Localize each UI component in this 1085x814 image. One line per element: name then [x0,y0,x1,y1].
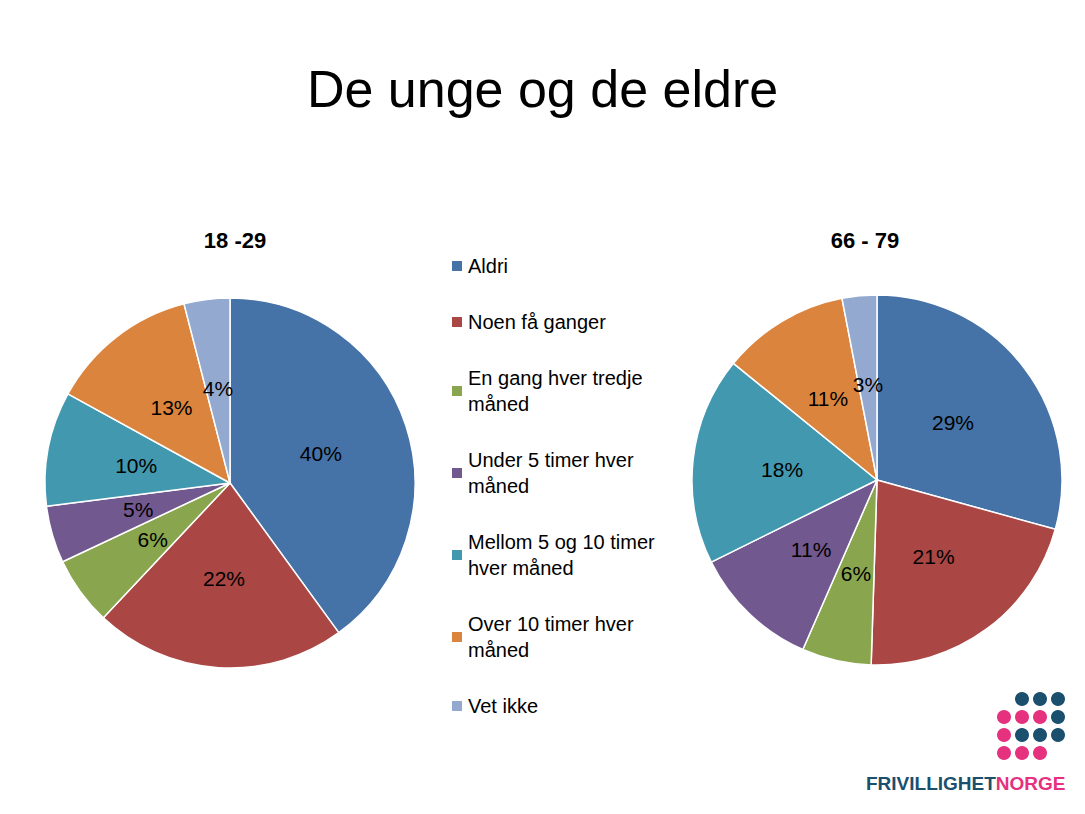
svg-text:3%: 3% [853,373,883,396]
svg-text:NORGE: NORGE [996,773,1066,794]
svg-text:Under 5 timer hver: Under 5 timer hver [468,449,639,471]
svg-text:måned: måned [468,639,529,661]
svg-text:måned: måned [468,393,529,415]
svg-text:18 -29: 18 -29 [204,228,266,253]
svg-text:måned: måned [468,475,529,497]
svg-text:4%: 4% [203,377,233,400]
svg-text:De unge og de eldre: De unge og de eldre [307,60,778,118]
svg-text:21%: 21% [913,545,955,568]
svg-text:29%: 29% [932,411,974,434]
svg-text:En gang hver tredje: En gang hver tredje [468,367,648,389]
svg-text:Vet ikke: Vet ikke [468,695,538,717]
svg-text:66 - 79: 66 - 79 [831,228,900,253]
svg-text:13%: 13% [150,396,192,419]
svg-text:hver måned: hver måned [468,557,574,579]
svg-text:22%: 22% [203,567,245,590]
svg-text:40%: 40% [300,442,342,465]
svg-text:Mellom 5 og 10 timer: Mellom 5 og 10 timer [468,531,660,553]
svg-text:11%: 11% [791,538,831,561]
svg-text:FRIVILLIGHET: FRIVILLIGHET [866,773,996,794]
svg-text:5%: 5% [123,498,153,521]
svg-text:10%: 10% [115,454,157,477]
svg-text:Noen få ganger: Noen få ganger [468,311,606,333]
svg-text:6%: 6% [841,562,871,585]
svg-text:18%: 18% [761,458,803,481]
svg-text:Aldri: Aldri [468,255,508,277]
svg-text:11%: 11% [808,387,848,410]
svg-text:Over 10 timer hver: Over 10 timer hver [468,613,639,635]
svg-text:6%: 6% [138,528,168,551]
